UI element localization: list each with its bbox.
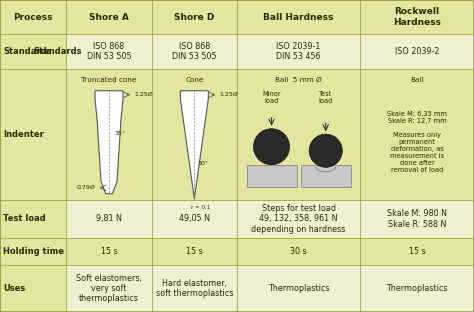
Bar — [237, 69, 360, 200]
Circle shape — [254, 129, 290, 165]
Text: Skale M: 6,35 mm
Skale R: 12,7 mm

Measures only
permanent
deformation, as
measu: Skale M: 6,35 mm Skale R: 12,7 mm Measur… — [387, 111, 447, 173]
Text: 0,79Ø: 0,79Ø — [77, 185, 96, 190]
Text: Soft elastomers,
very soft
thermoplastics: Soft elastomers, very soft thermoplastic… — [76, 274, 142, 303]
Text: Truncated cone: Truncated cone — [82, 77, 137, 83]
Bar — [246, 165, 297, 187]
Bar — [360, 0, 474, 34]
Bar — [237, 265, 360, 312]
Bar — [237, 200, 360, 238]
Text: ISO 2039-1
DIN 53 456: ISO 2039-1 DIN 53 456 — [276, 42, 321, 61]
Bar — [66, 265, 152, 312]
Bar — [0, 34, 66, 69]
Bar — [66, 238, 152, 265]
Text: Steps for test load
49, 132, 358, 961 N
depending on hardness: Steps for test load 49, 132, 358, 961 N … — [251, 204, 346, 234]
Bar — [237, 0, 360, 34]
Text: Ball  5 mm Ø: Ball 5 mm Ø — [275, 77, 322, 83]
Text: Minor
load: Minor load — [262, 91, 281, 104]
Bar — [152, 265, 237, 312]
Bar — [0, 69, 66, 200]
Bar — [152, 0, 237, 34]
Text: Cone: Cone — [185, 77, 203, 83]
Bar — [152, 200, 237, 238]
Text: Uses: Uses — [3, 284, 25, 293]
Polygon shape — [180, 91, 209, 199]
Text: Thermoplastics: Thermoplastics — [386, 284, 448, 293]
Bar — [0, 69, 66, 200]
Text: Test
load: Test load — [319, 91, 333, 104]
Bar — [152, 238, 237, 265]
Text: ISO 2039-2: ISO 2039-2 — [395, 47, 439, 56]
Polygon shape — [95, 91, 123, 194]
Text: 1,25Ø: 1,25Ø — [219, 92, 238, 97]
Text: Rockwell
Hardness: Rockwell Hardness — [393, 7, 441, 27]
Bar — [152, 69, 237, 200]
Text: Skale M: 980 N
Skale R: 588 N: Skale M: 980 N Skale R: 588 N — [387, 209, 447, 229]
Bar — [360, 238, 474, 265]
Bar — [66, 200, 152, 238]
Text: 15 s: 15 s — [100, 247, 118, 256]
Text: 35°: 35° — [114, 131, 125, 136]
Text: 1,25Ø: 1,25Ø — [134, 92, 153, 97]
Text: Ball: Ball — [410, 77, 424, 83]
Text: Shore A: Shore A — [89, 13, 129, 22]
Bar — [360, 200, 474, 238]
Bar — [301, 165, 351, 187]
Text: Ball Hardness: Ball Hardness — [264, 13, 334, 22]
Text: 9,81 N: 9,81 N — [96, 214, 122, 223]
Text: Shore D: Shore D — [174, 13, 215, 22]
Bar — [0, 265, 66, 312]
Bar — [152, 34, 237, 69]
Bar — [66, 34, 152, 69]
Text: ISO 868
DIN 53 505: ISO 868 DIN 53 505 — [172, 42, 217, 61]
Text: Holding time: Holding time — [3, 247, 64, 256]
Circle shape — [309, 134, 342, 167]
Text: Thermoplastics: Thermoplastics — [268, 284, 329, 293]
Bar — [66, 0, 152, 34]
Bar — [360, 69, 474, 200]
Bar — [237, 238, 360, 265]
Text: Test load: Test load — [3, 214, 46, 223]
Text: Standards: Standards — [33, 47, 82, 56]
Text: ISO 868
DIN 53 505: ISO 868 DIN 53 505 — [87, 42, 131, 61]
Bar — [360, 265, 474, 312]
Bar — [0, 238, 66, 265]
Bar — [360, 34, 474, 69]
Text: 15 s: 15 s — [186, 247, 203, 256]
Bar — [0, 34, 66, 69]
Text: Indenter: Indenter — [3, 130, 44, 139]
Text: Standards: Standards — [3, 47, 52, 56]
Bar — [66, 69, 152, 200]
Text: 30 s: 30 s — [290, 247, 307, 256]
Bar — [0, 0, 66, 34]
Text: 49,05 N: 49,05 N — [179, 214, 210, 223]
Text: Process: Process — [13, 13, 53, 22]
Text: r = 0,1: r = 0,1 — [191, 205, 210, 210]
Bar — [237, 34, 360, 69]
Text: Hard elastomer,
soft thermoplastics: Hard elastomer, soft thermoplastics — [155, 279, 233, 298]
Text: 30°: 30° — [197, 161, 209, 166]
Text: 15 s: 15 s — [409, 247, 426, 256]
Bar — [0, 200, 66, 238]
